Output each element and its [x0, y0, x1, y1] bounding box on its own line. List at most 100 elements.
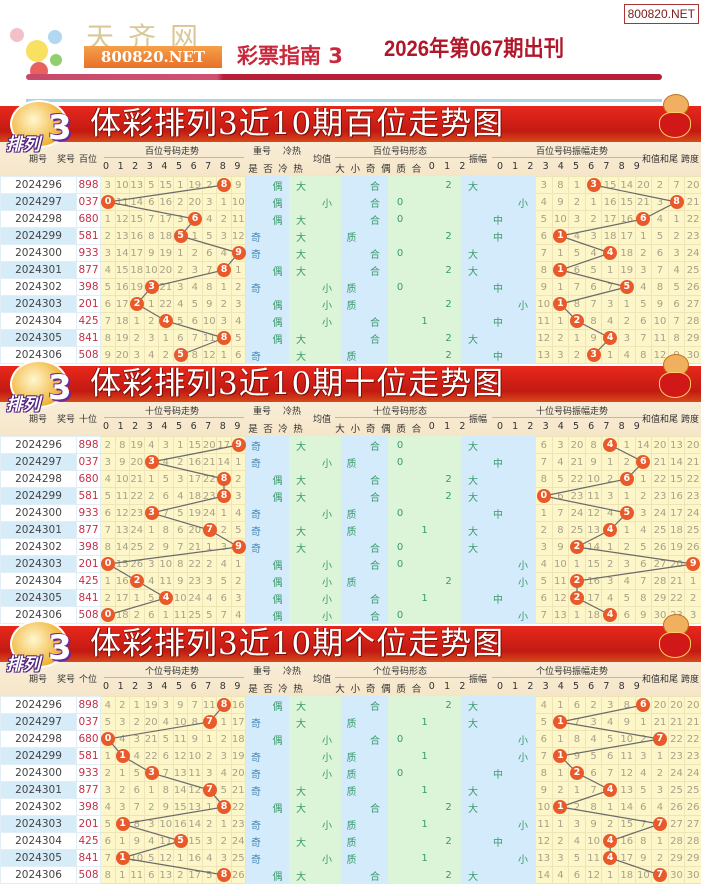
- amp-cell: 27: [684, 295, 701, 313]
- header-span: 跨度: [680, 155, 700, 165]
- trend-cell: 1: [129, 589, 145, 607]
- form-cell: [313, 538, 341, 556]
- amp-cell: 25: [667, 781, 686, 799]
- draw-number-cell: 398: [76, 798, 101, 816]
- amp-cell: 15: [601, 176, 619, 194]
- trend-cell: 1: [216, 713, 232, 731]
- form-cell: [288, 555, 314, 573]
- amp-cell: 3: [634, 747, 653, 765]
- amp-cell: 8: [651, 278, 669, 296]
- trend-cell: 7: [100, 849, 116, 867]
- trend-cell: 7: [100, 312, 116, 330]
- trend-cell: 3: [100, 453, 116, 471]
- header-form-item: 0: [428, 421, 435, 432]
- draw-number-cell: 201: [76, 555, 101, 573]
- header-form-item: 奇: [365, 164, 376, 175]
- amp-cell: 3: [551, 849, 570, 867]
- form-cell: 小: [510, 295, 536, 313]
- trend-cell: 9: [230, 176, 246, 194]
- hit-ball: 8: [217, 178, 231, 192]
- trend-cell: 1: [114, 849, 130, 867]
- form-cell: 质: [340, 346, 363, 364]
- form-cell: 中: [485, 346, 511, 364]
- form-cell: [460, 832, 486, 850]
- form-cell: 合: [362, 555, 388, 573]
- form-cell: 合: [362, 487, 388, 505]
- amp-cell: 4: [601, 436, 619, 454]
- form-cell: 奇: [245, 538, 267, 556]
- amp-cell: 30: [684, 866, 701, 884]
- header-amp-digit: 2: [527, 681, 534, 692]
- table-header: 期号 奖号 十位 十位号码走势 0 1 2 3 4 5 6 7 8 9 重号是否冷热冷热均值 十位号码形态大小…: [0, 402, 701, 436]
- amp-cell: 12: [551, 589, 570, 607]
- amp-cell: 9: [651, 295, 669, 313]
- form-cell: [266, 244, 289, 262]
- form-cell: [362, 346, 388, 364]
- trend-cell: 24: [187, 589, 203, 607]
- trend-cell: 5: [100, 487, 116, 505]
- form-cell: [387, 227, 413, 245]
- form-cell: [436, 193, 461, 211]
- trend-cell: 24: [230, 832, 246, 850]
- trend-cell: 6: [158, 487, 174, 505]
- trend-cell: 1: [172, 244, 188, 262]
- amp-hit-ball: 3: [586, 348, 601, 362]
- form-cell: [485, 329, 511, 347]
- amp-cell: 4: [601, 329, 619, 347]
- hit-ball: 2: [130, 574, 144, 588]
- form-cell: [245, 555, 267, 573]
- amp-cell: 10: [634, 866, 653, 884]
- amp-cell: 15: [667, 470, 686, 488]
- trend-cell: 3: [114, 713, 130, 731]
- draw-number-cell: 201: [76, 295, 101, 313]
- trend-cell: 11: [201, 696, 217, 714]
- form-cell: [510, 244, 536, 262]
- form-cell: [245, 798, 267, 816]
- form-cell: [460, 555, 486, 573]
- amp-cell: 8: [584, 312, 603, 330]
- form-cell: 奇: [245, 436, 267, 454]
- amp-cell: 3: [535, 538, 553, 556]
- amp-cell: 1: [568, 781, 586, 799]
- trend-cell: 4: [201, 849, 217, 867]
- table-row: 2024299 581 1 1 4 22 6 12 10 2 3 19 奇小质 1 小 7 1 9 5 6 11 3 1 23…: [0, 747, 701, 765]
- amp-cell: 0: [535, 487, 553, 505]
- table-row: 2024304 425 1 16 2 4 11 9 23 3 5 2 偶小质 2 小 5 11 2 16 3 4 7 28 2…: [0, 572, 701, 590]
- trend-cell: 2: [201, 747, 217, 765]
- form-cell: 偶: [266, 210, 289, 228]
- amp-cell: 24: [667, 764, 686, 782]
- trend-cell: 2: [172, 866, 188, 884]
- trend-cell: 5: [216, 572, 232, 590]
- pailie3-logo: 3 排列: [4, 360, 78, 422]
- amp-cell: 16: [601, 193, 619, 211]
- amp-cell: 27: [651, 555, 669, 573]
- form-cell: 小: [510, 606, 536, 624]
- trend-cell: 9: [187, 730, 203, 748]
- form-cell: 合: [362, 866, 388, 884]
- trend-cell: 17: [114, 589, 130, 607]
- amp-cell: 6: [584, 764, 603, 782]
- form-cell: 大: [460, 244, 486, 262]
- trend-cell: 7: [158, 764, 174, 782]
- form-cell: [412, 470, 437, 488]
- form-cell: 合: [362, 606, 388, 624]
- section-banner: 3 排列 体彩排列3近10期个位走势图: [0, 614, 701, 675]
- form-cell: [313, 866, 341, 884]
- amp-cell: 20: [667, 696, 686, 714]
- trend-cell: 20: [158, 261, 174, 279]
- form-cell: 小: [313, 295, 341, 313]
- form-cell: [485, 261, 511, 279]
- amp-cell: 3: [584, 176, 603, 194]
- form-cell: 质: [340, 227, 363, 245]
- trend-table: 2024296 898 3 10 13 5 15 1 19 2 8 9 偶大合 2 大 3 8 1 3 15 14 20 2…: [0, 176, 701, 364]
- table-row: 2024300 933 3 14 17 9 19 1 2 6 4 9 奇大合 0 大 7 1 5 4 4 18 2 6 3 24: [0, 244, 701, 262]
- form-cell: 小: [510, 747, 536, 765]
- form-cell: 小: [510, 849, 536, 867]
- amp-cell: 1: [601, 538, 619, 556]
- header-form-item: 1: [444, 421, 451, 432]
- form-cell: [436, 730, 461, 748]
- form-cell: 小: [313, 764, 341, 782]
- header-form-item: 0: [428, 161, 435, 172]
- amp-cell: 21: [684, 453, 701, 471]
- trend-cell: 3: [100, 176, 116, 194]
